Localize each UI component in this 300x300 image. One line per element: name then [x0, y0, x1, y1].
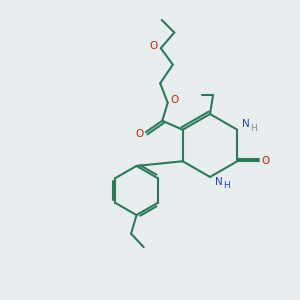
Text: O: O — [149, 41, 158, 51]
Text: O: O — [170, 95, 178, 105]
Text: O: O — [261, 156, 270, 166]
Text: H: H — [250, 124, 257, 133]
Text: O: O — [135, 129, 143, 139]
Text: N: N — [242, 119, 250, 129]
Text: H: H — [223, 182, 230, 190]
Text: N: N — [215, 177, 223, 188]
